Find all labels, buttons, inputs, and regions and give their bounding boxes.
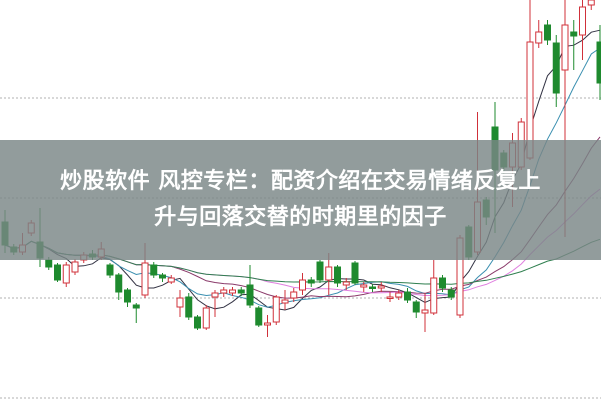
title-line-1: 炒股软件 风控专栏：配资介绍在交易情绪反复上: [60, 169, 541, 194]
candle-up: [395, 292, 403, 298]
candle-up: [579, 6, 586, 36]
candle-up: [62, 264, 70, 284]
candle-down: [45, 259, 53, 268]
candle-down: [255, 307, 263, 326]
candle-down: [307, 279, 315, 284]
candle-up: [176, 297, 184, 308]
candle-up: [430, 277, 438, 314]
candle-down: [570, 31, 578, 37]
candle-down: [439, 277, 446, 289]
candle-up: [211, 292, 219, 298]
candle-down: [334, 266, 341, 284]
candle-up: [360, 284, 368, 288]
candle-up: [587, 0, 595, 6]
candle-down: [369, 286, 376, 289]
candle-up: [281, 299, 289, 304]
candle-up: [71, 261, 79, 273]
candle-down: [115, 274, 123, 293]
candle-down: [544, 24, 551, 41]
candle-up: [421, 309, 429, 314]
candle-up: [220, 289, 228, 294]
candle-up: [290, 291, 298, 299]
title-line-2: 升与回落交替的时期里的因子: [154, 205, 447, 230]
candle-down: [246, 284, 254, 306]
candle-down: [194, 316, 201, 329]
candle-down: [185, 296, 193, 318]
candle-down: [159, 274, 166, 279]
candle-down: [106, 264, 114, 276]
candle-up: [264, 322, 271, 326]
candle-up: [272, 296, 280, 323]
candle-down: [316, 261, 324, 281]
candle-down: [351, 262, 359, 284]
candle-down: [447, 289, 455, 298]
candle-up: [342, 281, 350, 286]
candle-up: [141, 262, 149, 296]
candle-up: [299, 279, 306, 291]
candle-down: [596, 41, 601, 84]
candle-up: [325, 266, 333, 281]
candle-down: [150, 264, 158, 276]
candle-down: [552, 42, 560, 94]
candle-up: [229, 289, 236, 294]
candle-up: [202, 307, 210, 329]
candle-up: [377, 285, 385, 289]
candle-down: [404, 291, 411, 301]
candle-up: [561, 24, 569, 71]
candle-up: [167, 277, 175, 283]
candle-up: [535, 31, 543, 44]
candle-down: [54, 264, 61, 281]
candle-up: [386, 296, 394, 299]
candle-down: [237, 289, 245, 294]
title-banner: 炒股软件 风控专栏：配资介绍在交易情绪反复上 升与回落交替的时期里的因子: [0, 140, 601, 260]
candle-down: [412, 301, 420, 313]
candle-down: [124, 289, 131, 303]
candle-down: [132, 304, 140, 309]
